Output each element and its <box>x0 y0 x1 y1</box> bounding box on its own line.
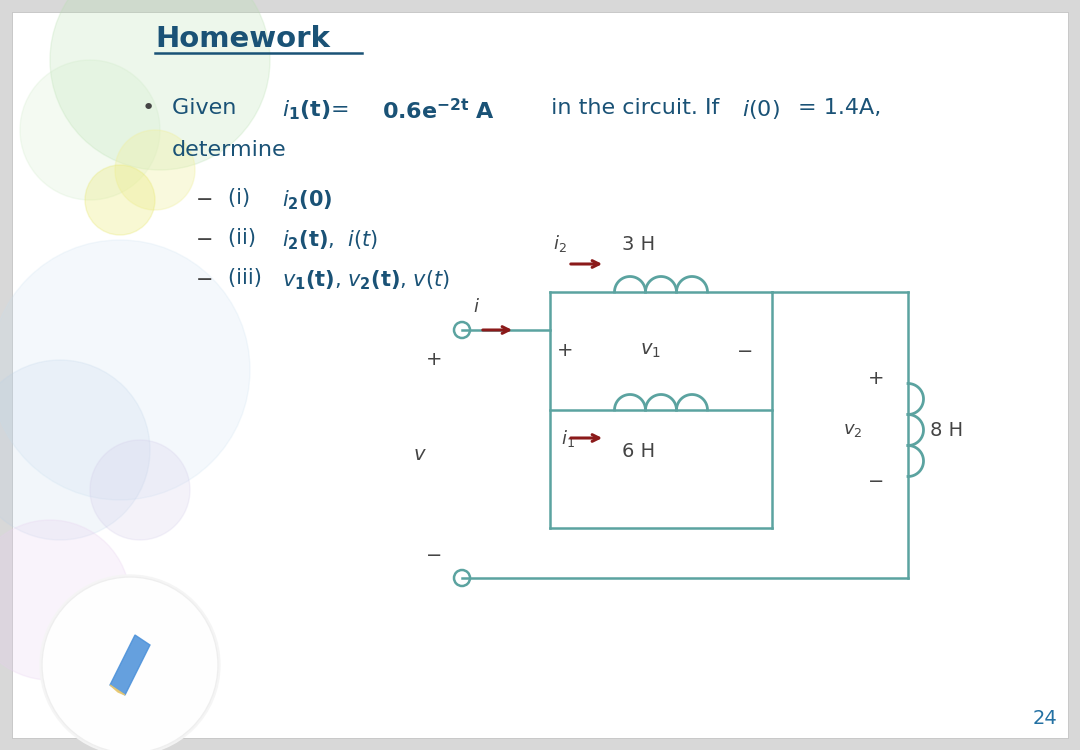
Text: $\mathit{v}$: $\mathit{v}$ <box>414 445 427 464</box>
Circle shape <box>0 520 130 680</box>
Circle shape <box>50 0 270 170</box>
Text: = 1.4A,: = 1.4A, <box>798 98 881 118</box>
Text: $\mathbf{\mathit{i}_2(t)}$,  $\mathbf{\mathit{i(t)}}$: $\mathbf{\mathit{i}_2(t)}$, $\mathbf{\ma… <box>282 228 378 251</box>
Text: $\mathit{i}_2$: $\mathit{i}_2$ <box>553 233 567 254</box>
Text: +: + <box>557 341 573 361</box>
Text: $-$: $-$ <box>195 228 213 248</box>
Text: $\mathbf{\mathit{i(0)}}$: $\mathbf{\mathit{i(0)}}$ <box>742 98 780 121</box>
Polygon shape <box>110 685 125 695</box>
Text: $\mathbf{\mathit{i}_1(t)}$=: $\mathbf{\mathit{i}_1(t)}$= <box>282 98 351 122</box>
Text: 3 H: 3 H <box>622 235 656 254</box>
Text: $\mathit{i}$: $\mathit{i}$ <box>473 298 480 316</box>
Text: $-$: $-$ <box>195 188 213 208</box>
Circle shape <box>0 240 249 500</box>
Text: $\mathbf{\mathit{v}_1(t)}$, $\mathbf{\mathit{v}_2(t)}$, $\mathbf{\mathit{v(t)}}$: $\mathbf{\mathit{v}_1(t)}$, $\mathbf{\ma… <box>282 268 450 292</box>
Text: (ii): (ii) <box>228 228 262 248</box>
Circle shape <box>42 577 218 750</box>
Text: 8 H: 8 H <box>930 421 963 440</box>
Text: $-$: $-$ <box>195 268 213 288</box>
Text: Homework: Homework <box>156 25 330 53</box>
Text: +: + <box>426 350 442 370</box>
Text: −: − <box>868 472 885 491</box>
Circle shape <box>114 130 195 210</box>
Text: 24: 24 <box>1032 709 1057 728</box>
Circle shape <box>85 165 156 235</box>
Text: 6 H: 6 H <box>622 442 656 461</box>
Text: •: • <box>141 98 156 118</box>
Circle shape <box>21 60 160 200</box>
Text: Given: Given <box>172 98 243 118</box>
Polygon shape <box>110 635 150 695</box>
Text: $v_1$: $v_1$ <box>639 341 661 361</box>
FancyBboxPatch shape <box>12 12 1068 738</box>
Circle shape <box>0 360 150 540</box>
Text: −: − <box>737 341 753 361</box>
Circle shape <box>90 440 190 540</box>
Circle shape <box>40 575 220 750</box>
Text: $\mathit{i}_1$: $\mathit{i}_1$ <box>562 428 575 449</box>
Text: $v_2$: $v_2$ <box>843 421 863 439</box>
Text: determine: determine <box>172 140 286 160</box>
Text: $\mathbf{\mathit{i}_2(0)}$: $\mathbf{\mathit{i}_2(0)}$ <box>282 188 333 211</box>
Text: +: + <box>867 368 885 388</box>
Text: −: − <box>426 547 442 566</box>
Text: in the circuit. If: in the circuit. If <box>544 98 727 118</box>
Text: $\mathbf{0.6e^{-2t}}$ $\mathbf{A}$: $\mathbf{0.6e^{-2t}}$ $\mathbf{A}$ <box>382 98 495 123</box>
Text: (iii): (iii) <box>228 268 269 288</box>
Text: (i): (i) <box>228 188 264 208</box>
